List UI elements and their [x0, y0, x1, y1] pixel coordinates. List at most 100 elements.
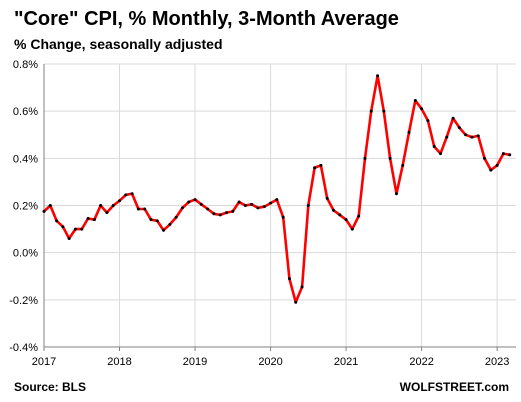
data-point — [382, 109, 386, 113]
data-point — [111, 204, 115, 207]
data-point — [300, 285, 304, 289]
y-tick-label: 0.2% — [13, 201, 38, 213]
data-point — [193, 198, 197, 202]
data-point — [407, 130, 411, 134]
y-tick-label: -0.2% — [9, 295, 38, 307]
data-point — [495, 163, 499, 167]
x-tick-label: 2019 — [183, 356, 207, 368]
brand-label: WOLFSTREET.com — [399, 380, 509, 394]
data-point — [250, 202, 254, 206]
data-point — [187, 200, 191, 204]
data-point — [350, 227, 354, 231]
data-point — [338, 213, 342, 217]
series-core-cpi — [42, 74, 512, 304]
data-point — [118, 199, 122, 203]
data-point — [174, 215, 178, 219]
data-point — [162, 228, 166, 232]
data-point — [344, 218, 348, 222]
data-point — [445, 135, 449, 139]
data-point — [61, 225, 65, 229]
data-point — [306, 204, 310, 207]
data-point — [243, 204, 247, 207]
x-tick-label: 2021 — [334, 356, 358, 368]
x-tick-label: 2017 — [32, 356, 56, 368]
data-point — [426, 119, 430, 123]
data-point — [464, 133, 468, 137]
data-point — [413, 99, 417, 103]
data-point — [199, 202, 203, 206]
y-tick-label: -0.4% — [9, 342, 38, 354]
chart-title: "Core" CPI, % Monthly, 3-Month Average — [14, 8, 399, 30]
data-point — [92, 218, 96, 222]
y-axis-ticks: -0.4% -0.2% 0.0% 0.2% 0.4% 0.6% 0.8% — [9, 59, 38, 354]
data-markers — [42, 74, 512, 304]
data-point — [357, 214, 361, 218]
data-point — [432, 145, 436, 149]
data-point — [218, 213, 222, 217]
data-point — [42, 209, 46, 213]
data-point — [325, 196, 329, 200]
data-point — [388, 156, 392, 160]
data-point — [275, 198, 279, 202]
data-point — [124, 193, 128, 197]
series-line — [42, 74, 512, 304]
data-point — [136, 207, 140, 211]
data-point — [476, 134, 480, 138]
data-point — [508, 153, 512, 157]
data-point — [180, 206, 184, 210]
data-point — [143, 207, 147, 211]
data-point — [269, 201, 273, 205]
data-point — [363, 156, 367, 160]
data-point — [451, 116, 455, 120]
x-axis-ticks: 2017 2018 2019 2020 2021 2022 2023 — [32, 356, 510, 368]
data-point — [48, 204, 52, 207]
y-tick-label: 0.6% — [13, 106, 38, 118]
data-point — [99, 204, 103, 207]
data-point — [225, 211, 229, 215]
data-point — [313, 166, 317, 170]
data-point — [376, 74, 380, 78]
chart-subtitle: % Change, seasonally adjusted — [14, 36, 223, 52]
data-point — [394, 192, 398, 196]
y-tick-label: 0.4% — [13, 153, 38, 165]
data-point — [55, 219, 59, 223]
data-point — [155, 219, 159, 223]
data-point — [231, 209, 235, 213]
data-point — [369, 109, 373, 113]
data-point — [420, 107, 424, 111]
x-tick-label: 2020 — [258, 356, 282, 368]
x-tick-label: 2018 — [107, 356, 131, 368]
x-tick-label: 2023 — [485, 356, 509, 368]
data-point — [105, 211, 109, 215]
data-point — [281, 215, 285, 219]
data-point — [294, 300, 298, 304]
data-point — [212, 212, 216, 216]
data-point — [256, 206, 260, 210]
data-point — [130, 192, 134, 196]
data-point — [168, 222, 172, 226]
data-point — [470, 135, 474, 139]
data-point — [67, 237, 71, 241]
data-point — [331, 208, 335, 212]
x-tick-label: 2022 — [409, 356, 433, 368]
data-point — [149, 218, 153, 222]
data-point — [501, 152, 505, 156]
data-point — [206, 207, 210, 211]
data-point — [262, 205, 266, 209]
data-point — [237, 200, 241, 204]
data-point — [80, 227, 84, 231]
y-tick-label: 0.8% — [13, 59, 38, 71]
data-point — [73, 227, 77, 231]
data-point — [489, 168, 493, 172]
data-point — [86, 216, 90, 220]
data-point — [401, 163, 405, 167]
data-point — [319, 163, 323, 167]
data-point — [287, 277, 291, 281]
data-point — [438, 152, 442, 156]
y-tick-label: 0.0% — [13, 248, 38, 260]
data-point — [457, 126, 461, 130]
source-note: Source: BLS — [14, 380, 87, 394]
data-point — [483, 156, 487, 160]
axes — [43, 64, 516, 351]
